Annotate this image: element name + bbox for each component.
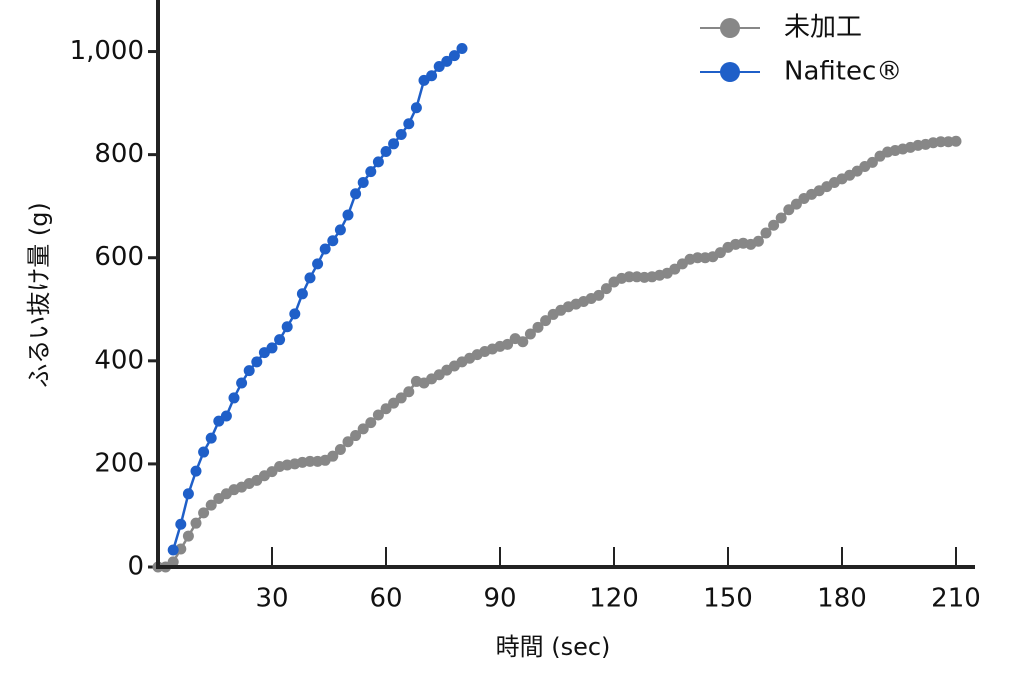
x-tick-label: 210 <box>931 584 981 614</box>
data-point <box>205 432 217 444</box>
series-line <box>158 139 957 569</box>
data-point <box>752 235 764 247</box>
data-point <box>228 392 240 404</box>
data-point <box>319 243 331 255</box>
data-point <box>783 204 795 216</box>
data-point <box>281 321 293 333</box>
y-tick-label: 1,000 <box>70 36 144 66</box>
data-point <box>342 436 354 448</box>
data-point <box>350 188 362 200</box>
data-point <box>426 70 438 82</box>
data-point <box>502 338 514 350</box>
data-point <box>220 410 232 422</box>
data-point <box>198 507 210 519</box>
data-point <box>380 403 392 415</box>
data-point <box>304 455 316 467</box>
data-point <box>395 129 407 141</box>
data-point <box>167 544 179 556</box>
data-point <box>524 328 536 340</box>
y-tick-label: 0 <box>127 552 144 582</box>
data-point <box>357 423 369 435</box>
data-point <box>410 102 422 114</box>
data-point <box>334 224 346 236</box>
data-point <box>540 315 552 327</box>
data-point <box>198 446 210 458</box>
data-point <box>768 219 780 231</box>
data-point <box>304 272 316 284</box>
data-point <box>866 156 878 168</box>
data-point <box>182 488 194 500</box>
data-point <box>342 209 354 221</box>
data-point <box>600 283 612 295</box>
data-point <box>456 42 468 54</box>
data-point <box>236 377 248 389</box>
data-point <box>388 138 400 150</box>
data-point <box>243 365 255 377</box>
data-point <box>448 50 460 62</box>
data-point <box>790 198 802 210</box>
data-point <box>935 136 947 148</box>
data-point <box>395 392 407 404</box>
y-tick-label: 800 <box>94 139 144 169</box>
data-point <box>532 321 544 333</box>
x-tick-label: 90 <box>483 584 516 614</box>
data-point <box>517 336 529 348</box>
data-point <box>266 342 278 354</box>
data-point <box>327 450 339 462</box>
data-point <box>623 271 635 283</box>
x-tick-label: 120 <box>589 584 639 614</box>
data-point <box>312 258 324 270</box>
y-tick-label: 400 <box>94 345 144 375</box>
data-point <box>182 530 194 542</box>
x-tick-label: 150 <box>703 584 753 614</box>
y-tick-label: 200 <box>94 448 144 478</box>
data-point <box>334 443 346 455</box>
legend-label: 未加工 <box>784 13 862 43</box>
data-point <box>357 176 369 188</box>
y-tick-label: 600 <box>94 242 144 272</box>
data-point <box>372 409 384 421</box>
data-point <box>593 289 605 301</box>
data-point <box>365 166 377 178</box>
legend-marker <box>720 18 740 38</box>
data-point <box>205 499 217 511</box>
x-tick-label: 60 <box>369 584 402 614</box>
data-point <box>692 252 704 264</box>
data-point <box>441 55 453 67</box>
data-point <box>274 334 286 346</box>
data-point <box>775 212 787 224</box>
y-axis-label: ふるい抜け量 (g) <box>25 202 53 388</box>
data-point <box>365 417 377 429</box>
data-point <box>380 146 392 158</box>
data-point <box>403 386 415 398</box>
data-point <box>190 517 202 529</box>
data-point <box>190 465 202 477</box>
data-point <box>372 156 384 168</box>
legend-label: Nafitec® <box>784 57 902 87</box>
data-point <box>289 308 301 320</box>
x-axis-label: 時間 (sec) <box>496 633 611 661</box>
x-tick-label: 30 <box>255 584 288 614</box>
data-point <box>760 227 772 239</box>
data-point <box>350 430 362 442</box>
series-line <box>172 47 463 551</box>
data-point <box>327 235 339 247</box>
x-tick-label: 180 <box>817 584 867 614</box>
data-point <box>167 556 179 568</box>
data-point <box>950 135 962 147</box>
data-point <box>403 118 415 130</box>
data-point <box>175 518 187 530</box>
legend-marker <box>720 62 740 82</box>
data-point <box>251 356 263 368</box>
data-point <box>296 288 308 300</box>
